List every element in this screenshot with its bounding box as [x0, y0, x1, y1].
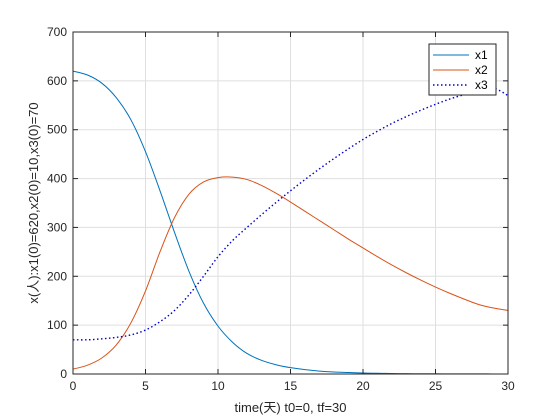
x-tick-label: 10: [211, 379, 225, 393]
x-tick-label: 0: [70, 379, 77, 393]
x-tick-label: 30: [501, 379, 515, 393]
y-tick-label: 600: [47, 74, 67, 88]
y-tick-label: 700: [47, 25, 67, 39]
y-tick-label: 300: [47, 220, 67, 234]
x-tick-label: 15: [284, 379, 298, 393]
x-tick-label: 25: [429, 379, 443, 393]
legend-label-x3: x3: [475, 78, 488, 92]
y-tick-label: 0: [60, 367, 67, 381]
legend-label-x1: x1: [475, 48, 488, 62]
y-axis-label: x(人):x1(0)=620,x2(0)=10,x3(0)=70: [26, 102, 41, 303]
y-tick-label: 200: [47, 269, 67, 283]
y-tick-label: 400: [47, 172, 67, 186]
x-axis-label: time(天) t0=0, tf=30: [235, 400, 347, 415]
x-tick-label: 20: [356, 379, 370, 393]
x-tick-label: 5: [142, 379, 149, 393]
y-tick-label: 100: [47, 318, 67, 332]
y-tick-label: 500: [47, 123, 67, 137]
series-line-x3: [72, 87, 509, 341]
legend-label-x2: x2: [475, 63, 488, 77]
series-line-x2: [72, 176, 509, 370]
